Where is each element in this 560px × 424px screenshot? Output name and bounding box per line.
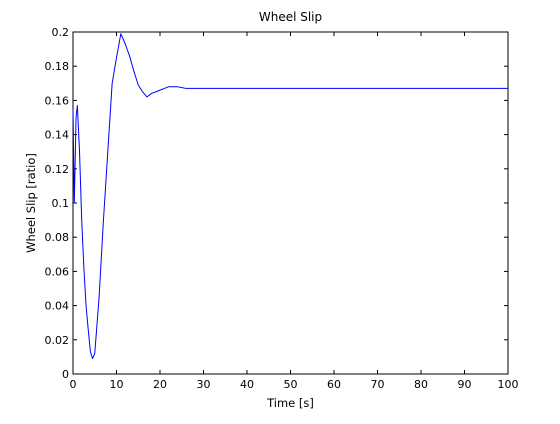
series-layer xyxy=(72,33,508,360)
x-tick-label: 90 xyxy=(458,378,472,391)
x-tick-label: 0 xyxy=(70,378,77,391)
x-tick-label: 40 xyxy=(240,378,254,391)
x-tick-label: 80 xyxy=(414,378,428,391)
x-tick-label: 50 xyxy=(284,378,298,391)
y-tick-label: 0 xyxy=(62,368,69,381)
x-axis-title: Time [s] xyxy=(266,396,314,410)
y-tick-label: 0.18 xyxy=(45,60,70,73)
y-axis-title: Wheel Slip [ratio] xyxy=(24,153,38,253)
ticks-layer xyxy=(72,31,509,375)
series-line xyxy=(72,33,508,360)
x-tick-label: 20 xyxy=(153,378,167,391)
x-tick-label: 10 xyxy=(110,378,124,391)
y-tick-label: 0.14 xyxy=(45,129,70,142)
y-tick-label: 0.08 xyxy=(45,231,70,244)
y-tick-label: 0.2 xyxy=(52,26,70,39)
y-tick-label: 0.1 xyxy=(52,197,70,210)
y-tick-label: 0.06 xyxy=(45,265,70,278)
x-tick-label: 70 xyxy=(371,378,385,391)
y-tick-label: 0.12 xyxy=(45,163,70,176)
y-tick-label: 0.02 xyxy=(45,334,70,347)
plot-area xyxy=(72,31,509,375)
x-tick-label: 60 xyxy=(327,378,341,391)
y-tick-label: 0.16 xyxy=(45,94,70,107)
y-tick-label: 0.04 xyxy=(45,300,70,313)
tick-labels-layer: 0 10 20 30 40 50 60 70 80 90 100 0 0.02 0.04 0.06 0.08 0… xyxy=(45,26,519,391)
chart-title: Wheel Slip xyxy=(259,10,322,24)
x-tick-label: 30 xyxy=(197,378,211,391)
x-tick-label: 100 xyxy=(498,378,519,391)
